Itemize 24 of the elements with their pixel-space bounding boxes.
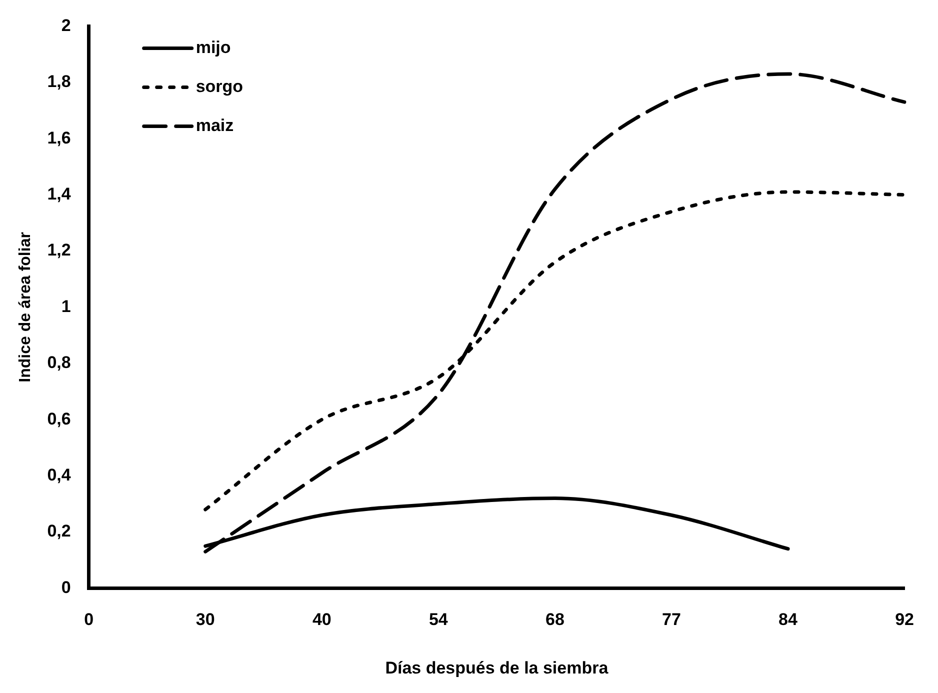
y-tick-label: 0,4 (47, 465, 72, 484)
x-tick-label: 92 (895, 610, 914, 630)
y-tick-label: 2 (61, 16, 71, 35)
y-tick-label: 0,6 (47, 409, 71, 428)
x-tick-label: 77 (662, 610, 681, 630)
y-tick-label: 0 (61, 578, 71, 597)
y-tick-label: 1,4 (47, 184, 72, 204)
legend-label: maiz (196, 116, 234, 135)
x-tick-label: 30 (196, 610, 215, 630)
x-tick-label: 68 (545, 610, 564, 630)
y-tick-label: 1 (61, 296, 71, 316)
legend-label: sorgo (196, 76, 244, 96)
y-tick-label: 0,2 (47, 522, 71, 541)
y-axis-title: Indice de área foliar (17, 232, 34, 382)
y-tick-label: 1,6 (47, 128, 71, 148)
x-tick-label: 40 (312, 610, 332, 630)
x-tick-label: 0 (84, 610, 94, 630)
y-tick-label: 0,8 (47, 353, 71, 372)
x-tick-label: 84 (778, 610, 798, 630)
y-tick-label: 1,2 (47, 240, 71, 260)
legend-label: mijo (196, 38, 231, 57)
y-tick-label: 1,8 (47, 72, 71, 92)
x-tick-label: 54 (428, 610, 448, 630)
x-axis-title: Días después de la siembra (385, 658, 609, 678)
